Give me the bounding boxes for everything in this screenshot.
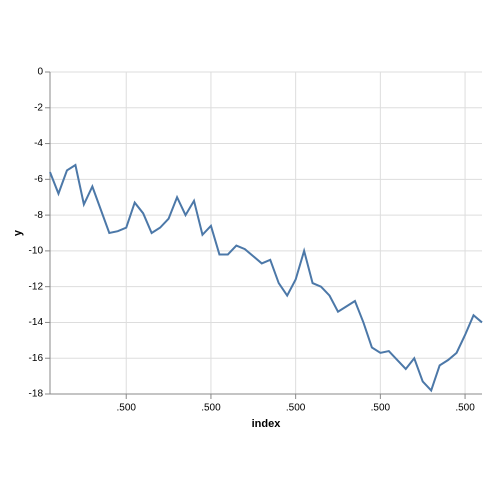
y-tick-label: -6: [34, 174, 43, 185]
x-tick-label: .500: [455, 403, 475, 414]
x-axis-title: index: [252, 418, 282, 430]
y-tick-label: -10: [29, 246, 44, 257]
y-tick-label: -14: [29, 317, 44, 328]
y-tick-label: -2: [34, 102, 43, 113]
x-tick-label: .500: [286, 403, 306, 414]
x-tick-label: .500: [117, 403, 137, 414]
line: [49, 163, 483, 393]
y-axis-title: y: [12, 229, 24, 236]
y-tick-label: -8: [34, 210, 43, 221]
y-tick-label: 0: [37, 67, 43, 78]
x-tick-label: .500: [371, 403, 391, 414]
x-tick-label: .500: [201, 403, 221, 414]
y-tick-label: -16: [29, 353, 44, 364]
y-tick-label: -4: [34, 138, 43, 149]
y-tick-label: -18: [29, 389, 44, 400]
y-tick-label: -12: [29, 281, 44, 292]
